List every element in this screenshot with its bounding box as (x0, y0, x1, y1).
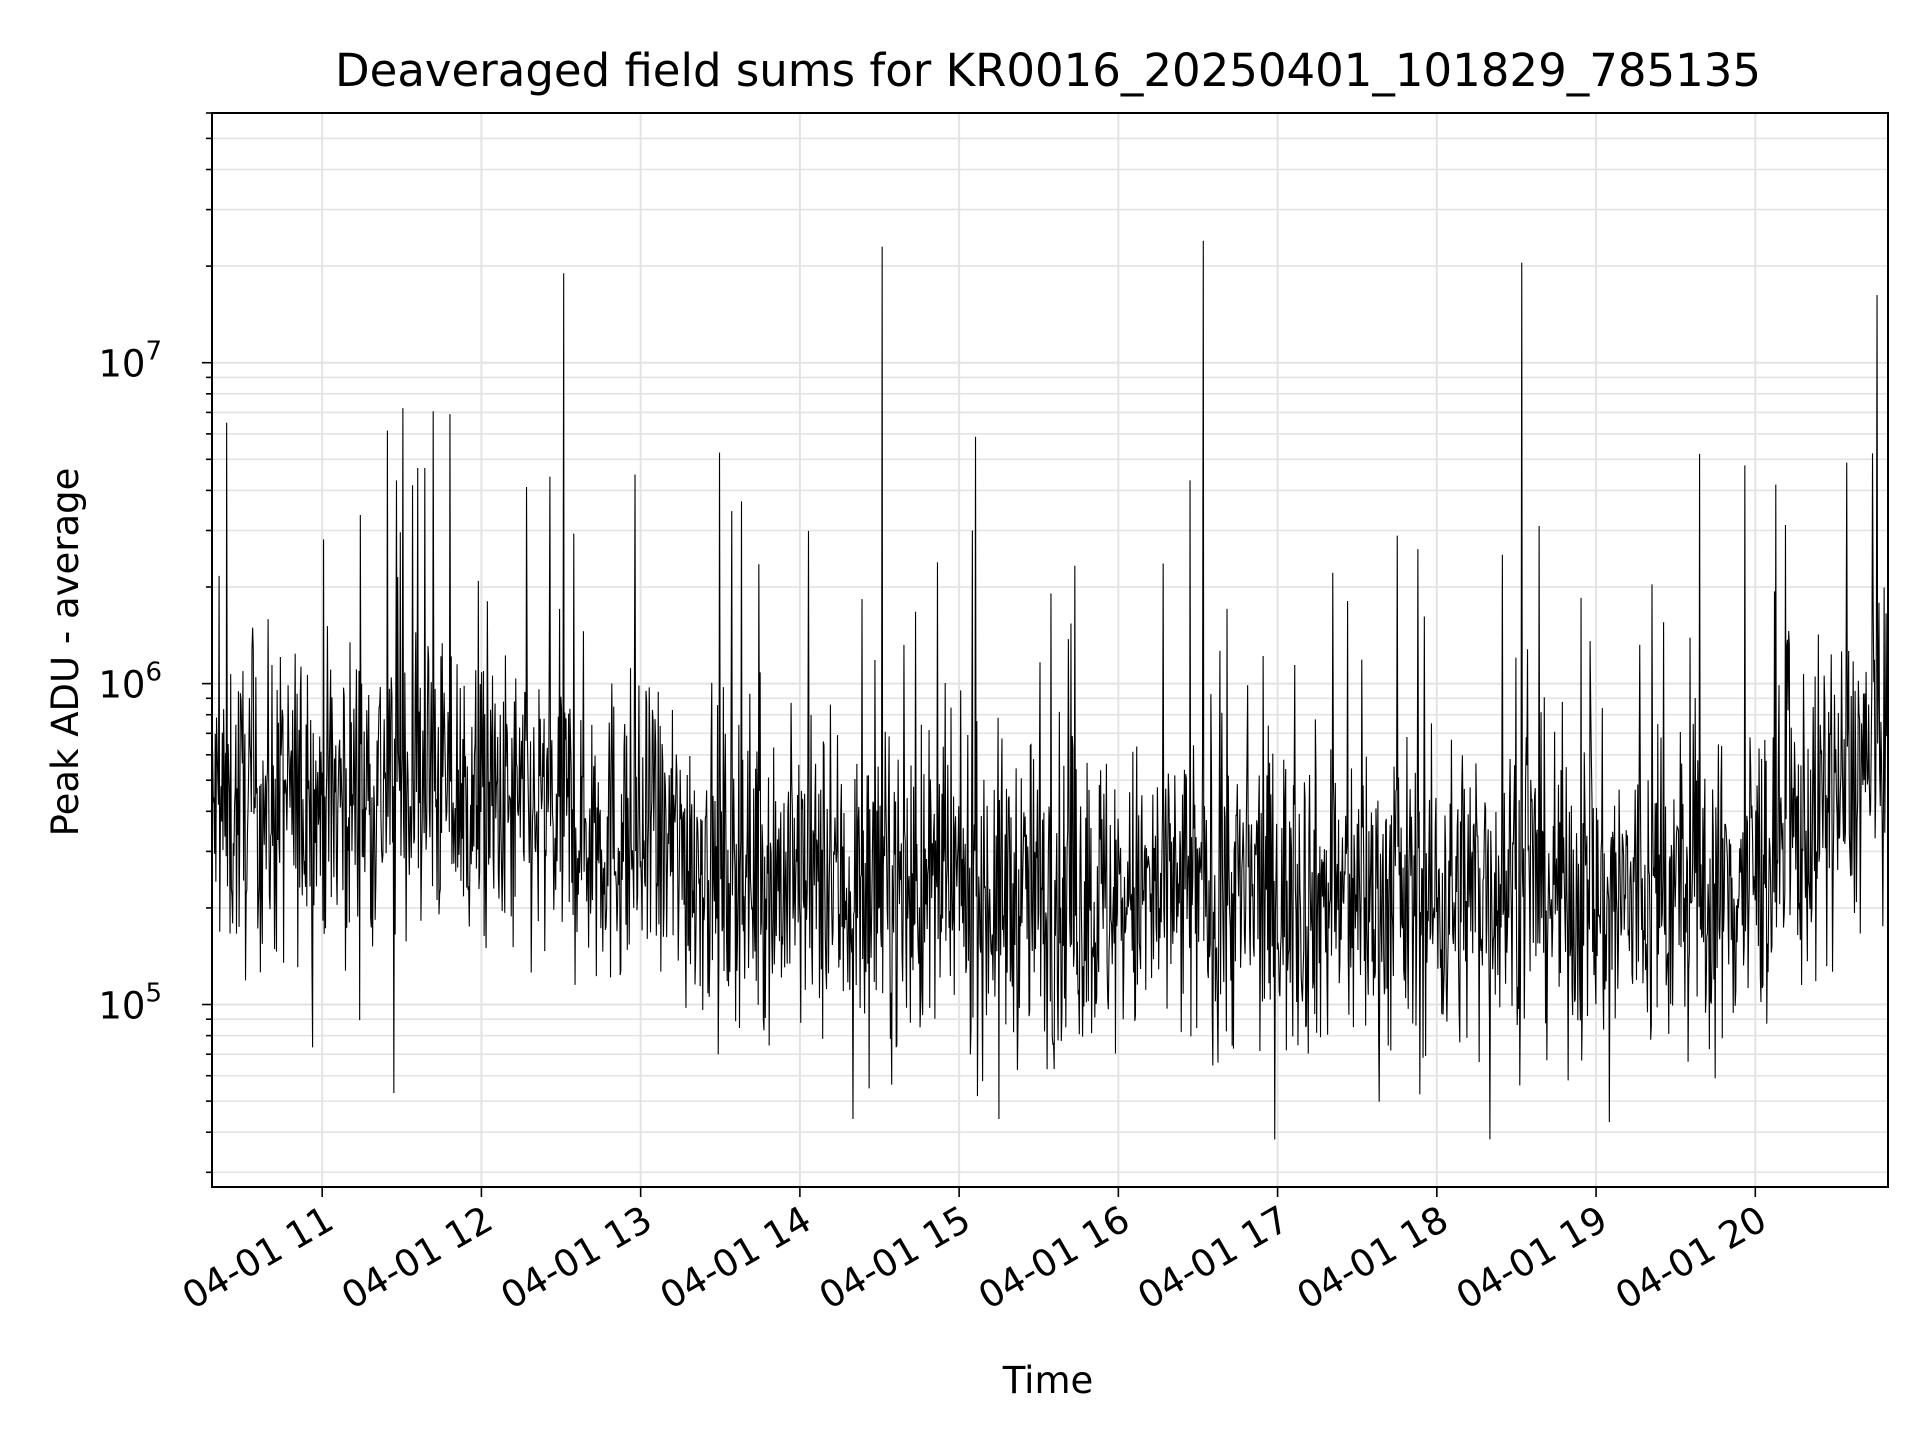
x-tick-label: 04-01 13 (494, 1198, 660, 1318)
y-tick-label: 105 (98, 979, 162, 1028)
x-tick-label: 04-01 11 (175, 1198, 341, 1318)
x-axis-label: Time (1002, 1359, 1094, 1402)
x-tick-label: 04-01 15 (812, 1198, 978, 1318)
y-tick-exponent: 5 (145, 979, 162, 1009)
x-tick-label: 04-01 18 (1290, 1198, 1456, 1318)
grid-lines (212, 112, 1888, 1187)
series-line (211, 240, 1889, 1140)
y-tick-exponent: 6 (145, 658, 162, 688)
chart-title: Deaveraged field sums for KR0016_2025040… (335, 44, 1761, 97)
y-tick-label: 107 (98, 337, 162, 386)
x-tick-label: 04-01 16 (971, 1198, 1137, 1318)
x-tick-label: 04-01 19 (1449, 1198, 1615, 1318)
y-tick-exponent: 7 (145, 337, 162, 367)
plot-area (211, 240, 1889, 1140)
x-tick-label: 04-01 14 (653, 1198, 819, 1318)
axes-frame (211, 112, 1889, 1188)
x-tick-label: 04-01 20 (1608, 1198, 1774, 1318)
x-tick-label: 04-01 17 (1131, 1198, 1297, 1318)
y-tick-label: 106 (98, 658, 162, 707)
y-axis-label: Peak ADU - average (44, 468, 87, 837)
x-tick-label: 04-01 12 (334, 1198, 500, 1318)
